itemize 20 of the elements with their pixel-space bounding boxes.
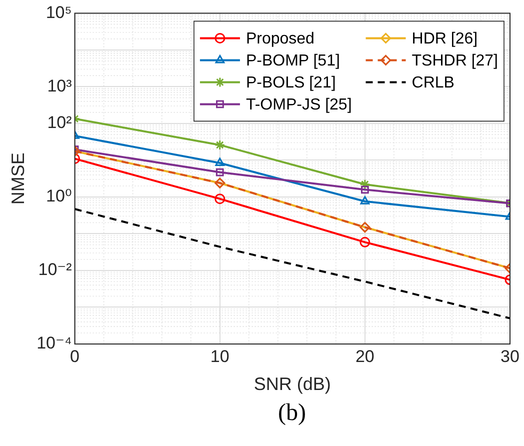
x-tick-label: 10 [210,346,230,366]
x-tick-label: 30 [500,346,520,366]
y-tick-label: 10² [47,113,72,132]
y-tick-label: 10⁻⁴ [36,334,72,353]
x-tick-label: 20 [355,346,374,366]
legend-label: T-OMP-JS [25] [246,96,352,114]
legend-label: CRLB [412,74,454,92]
y-tick-label: 10³ [47,76,72,96]
y-axis-title: NMSE [8,152,28,205]
x-axis-title: SNR (dB) [254,374,331,394]
legend-label: HDR [26] [412,30,478,48]
x-tick-label: 0 [70,346,80,366]
text: (b) [277,400,307,427]
y-tick-label: 10⁻² [38,260,72,280]
y-tick-label: 10⁰ [46,186,72,206]
legend-label: Proposed [246,30,314,48]
y-tick-label: 10⁵ [46,2,72,22]
legend-label: TSHDR [27] [412,52,498,70]
legend-label: P-BOLS [21] [246,74,336,92]
legend-label: P-BOMP [51] [246,52,340,70]
